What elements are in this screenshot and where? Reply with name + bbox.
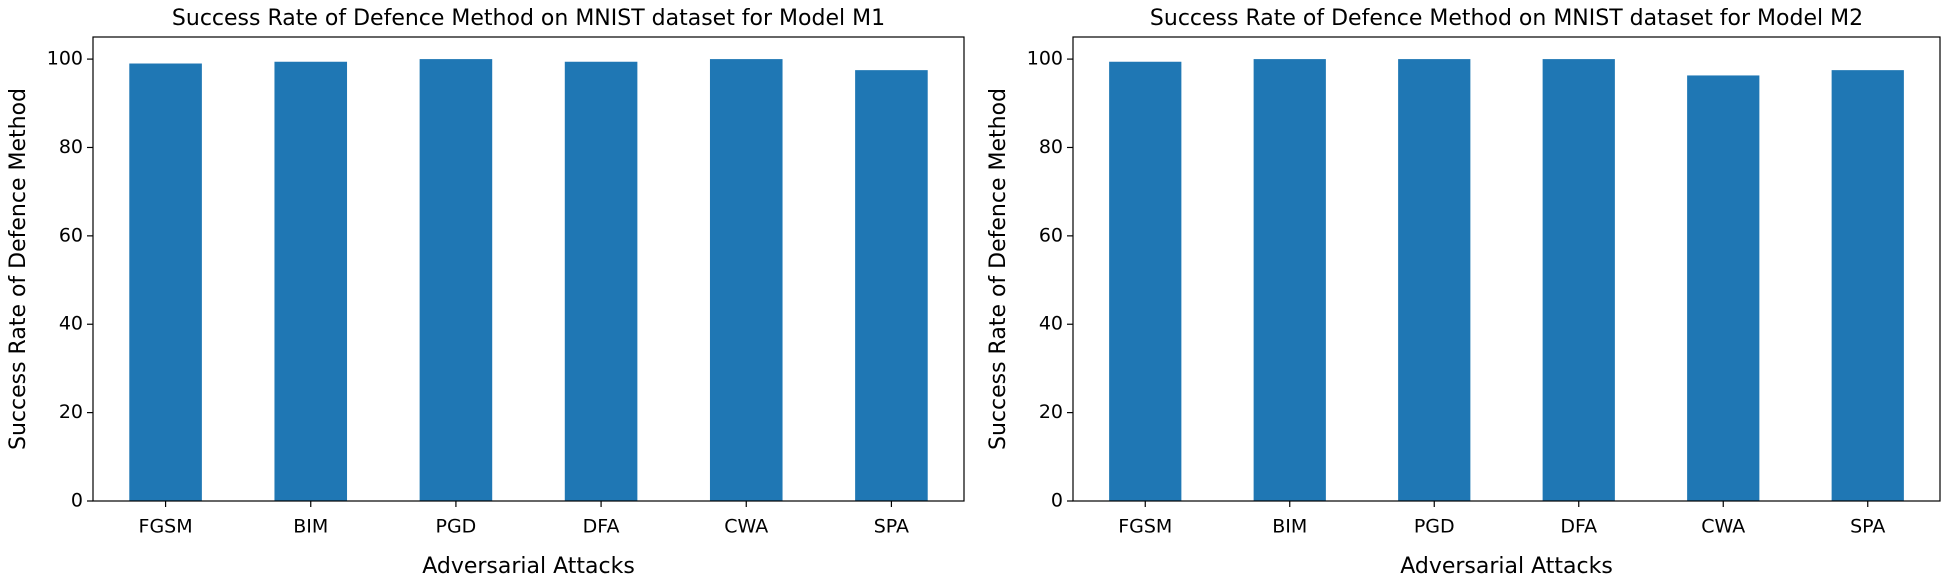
y-tick-label: 40 — [59, 313, 83, 335]
bar — [855, 70, 928, 502]
chart-title: Success Rate of Defence Method on MNIST … — [1150, 6, 1863, 31]
x-tick-label: BIM — [1272, 516, 1307, 538]
x-tick-label: PGD — [1414, 516, 1455, 538]
x-axis-label: Adversarial Attacks — [1400, 554, 1613, 579]
y-tick-label: 0 — [1051, 490, 1063, 512]
x-axis-label: Adversarial Attacks — [422, 554, 635, 579]
x-tick-label: CWA — [724, 516, 768, 538]
bar — [1253, 59, 1326, 501]
bar — [129, 63, 202, 502]
x-tick-label: SPA — [874, 516, 909, 538]
y-axis-label: Success Rate of Defence Method — [986, 88, 1011, 450]
bar — [564, 61, 638, 501]
y-tick-label: 0 — [71, 490, 83, 512]
x-tick-label: SPA — [1850, 516, 1885, 538]
bar — [274, 61, 348, 501]
y-tick-label: 40 — [1039, 313, 1063, 335]
chart-title: Success Rate of Defence Method on MNIST … — [172, 6, 885, 31]
y-tick-label: 60 — [59, 224, 83, 246]
y-tick-label: 60 — [1039, 224, 1063, 246]
y-tick-label: 80 — [1039, 136, 1063, 158]
x-tick-label: FGSM — [139, 516, 193, 538]
y-tick-label: 100 — [1027, 48, 1063, 70]
y-axis-label: Success Rate of Defence Method — [6, 88, 31, 450]
y-tick-label: 20 — [59, 401, 83, 423]
axes-frame — [1072, 36, 1941, 502]
bar — [1109, 61, 1182, 501]
x-tick-label: DFA — [583, 516, 620, 538]
bar — [1687, 75, 1760, 502]
y-tick-label: 20 — [1039, 401, 1063, 423]
bar — [1542, 59, 1615, 501]
x-tick-label: FGSM — [1118, 516, 1172, 538]
axes-frame — [92, 36, 965, 502]
y-tick-label: 100 — [47, 48, 83, 70]
y-tick-label: 80 — [59, 136, 83, 158]
x-tick-label: DFA — [1560, 516, 1597, 538]
bar — [1831, 70, 1904, 502]
bar — [1398, 59, 1471, 501]
x-tick-label: PGD — [436, 516, 477, 538]
x-tick-label: BIM — [293, 516, 328, 538]
bar — [419, 59, 493, 501]
x-tick-label: CWA — [1701, 516, 1745, 538]
bar — [709, 59, 783, 501]
